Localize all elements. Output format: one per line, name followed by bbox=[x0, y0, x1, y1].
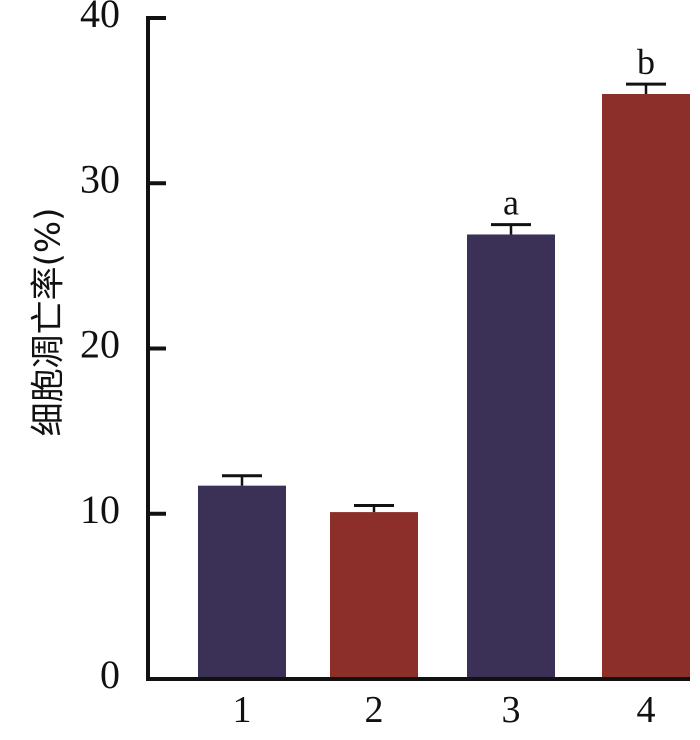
bar-3 bbox=[467, 234, 555, 680]
x-tick-label: 1 bbox=[233, 689, 252, 731]
bar-2 bbox=[330, 512, 418, 679]
x-tick-label: 3 bbox=[502, 689, 521, 731]
x-tick-label: 4 bbox=[637, 689, 656, 731]
y-axis-ticks: 0 10 20 30 40 bbox=[80, 0, 166, 697]
x-axis-labels: 1 2 3 4 bbox=[233, 689, 656, 731]
significance-label: a bbox=[503, 183, 519, 223]
x-tick-label: 2 bbox=[365, 689, 384, 731]
y-tick-label: 0 bbox=[100, 652, 120, 697]
bars-group: ab bbox=[198, 42, 690, 680]
y-tick-label: 40 bbox=[80, 0, 120, 36]
bar-1 bbox=[198, 485, 286, 679]
y-tick-label: 10 bbox=[80, 487, 120, 532]
y-axis-title: 细胞凋亡率(%) bbox=[29, 208, 69, 437]
bar-4 bbox=[602, 94, 690, 679]
y-tick-label: 20 bbox=[80, 322, 120, 367]
significance-label: b bbox=[637, 42, 655, 82]
y-tick-label: 30 bbox=[80, 156, 120, 201]
